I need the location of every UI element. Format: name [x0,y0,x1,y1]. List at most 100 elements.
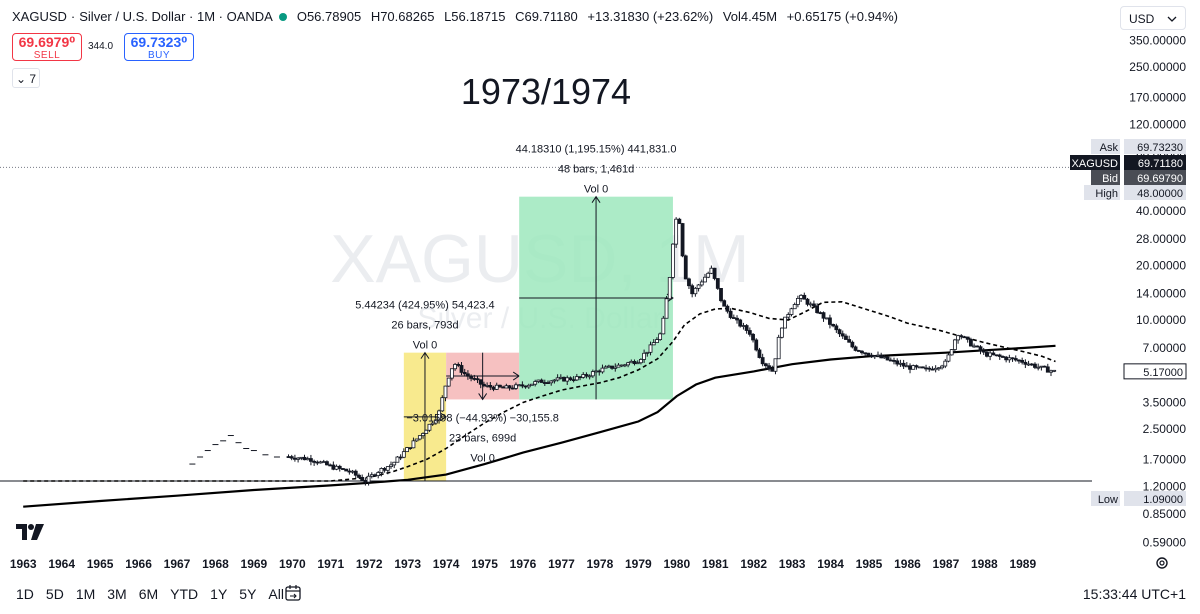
x-tick-label: 1975 [471,557,498,571]
candle [664,296,669,319]
candle-body [539,379,544,383]
buy-button[interactable]: 69.7323⁰ BUY [124,33,194,61]
candle [956,334,960,344]
measure-harrow-yellow [439,412,448,422]
candle-body [433,419,438,424]
y-tick-label: 40.00000 [1136,204,1186,218]
range-6m[interactable]: 6M [138,586,159,602]
candle [440,395,445,412]
candle-body [504,385,509,389]
candle [706,271,711,279]
candle [482,381,486,388]
candle [517,384,522,387]
candle [834,323,839,333]
range-3m[interactable]: 3M [107,586,127,602]
candle-body [1001,356,1005,358]
candle-body [312,460,317,463]
indicator-count: 7 [29,72,37,86]
indicators-collapse-button[interactable]: ⌄ 7 [12,68,40,88]
candle [539,378,544,383]
y-tick-label: 0.85000 [1143,507,1187,521]
candle-body [779,327,784,338]
price-label-low: Low 1.09000 [1091,491,1186,506]
candle-body [760,357,765,365]
candle [847,335,852,343]
candle-body [321,461,326,464]
range-1y[interactable]: 1Y [210,586,228,602]
candle-body [885,356,890,361]
candle-body [341,468,345,470]
candle [770,365,775,372]
candle [1007,354,1012,363]
price-label-high: High 48.00000 [1084,185,1186,200]
x-tick-label: 1967 [164,557,191,571]
price-label-box [1124,139,1186,154]
candle-body [965,336,970,340]
x-tick-label: 1977 [548,557,575,571]
candle-body [296,457,301,460]
ohlc-values: O56.78905 H70.68265 L56.18715 C69.71180 … [297,9,904,24]
candle-body [898,362,903,365]
y-tick-label: 14.00000 [1136,287,1186,301]
gear-icon[interactable] [1155,556,1169,575]
candle-body [741,325,746,327]
sell-button[interactable]: 69.6979⁰ SELL [12,33,82,61]
currency-select[interactable]: USD [1120,6,1186,30]
candle [908,363,912,374]
range-5y[interactable]: 5Y [239,586,257,602]
candle-body [927,367,932,370]
range-5d[interactable]: 5D [45,586,64,602]
candle-body [357,474,361,478]
candle-body [933,367,938,371]
candle-body [482,383,486,387]
candle-body [289,456,294,459]
candle-body [776,336,781,360]
candle-body [972,345,977,348]
candle [562,376,566,382]
candle-body [667,277,672,300]
range-ytd[interactable]: YTD [170,586,199,602]
price-label-name: XAGUSD [1072,158,1119,170]
buy-price: 69.7323⁰ [130,34,188,50]
clock[interactable]: 15:33:44 UTC+1 [1082,586,1186,602]
candle [844,333,848,340]
candle-body [363,479,368,483]
candle [626,361,630,368]
y-tick-label: 10.00000 [1136,313,1186,327]
candle [661,315,666,335]
symbol-name[interactable]: XAGUSD [12,9,67,24]
range-1d[interactable]: 1D [16,586,34,602]
price-label-value: 69.73230 [1137,142,1183,154]
range-1m[interactable]: 1M [75,586,96,602]
candle-body [978,346,983,352]
candle-body [389,464,393,467]
candle-body [1033,363,1037,368]
candle [334,464,339,471]
candle [475,376,480,384]
y-tick-label: 350.00000 [1129,33,1186,47]
price-label-name: Ask [1100,142,1119,154]
candle-body [475,378,480,381]
candle-body [606,365,611,368]
candle-body [824,317,829,320]
candle [687,277,691,290]
candle [860,350,864,355]
candle-body [962,336,967,339]
candle [466,370,470,380]
candle-body [815,305,820,313]
price-chart[interactable]: XAGUSD, 1M Silver / U.S. Dollar 1973/197… [0,0,1200,580]
candle [424,429,429,434]
calendar-icon[interactable] [284,584,302,607]
candle [590,369,595,378]
candle [658,332,663,341]
candle [530,383,534,386]
candle [997,353,1002,360]
candle-body [437,410,441,421]
candle-body [920,366,925,369]
candle [1045,363,1050,373]
candle-body [558,376,563,379]
candle-body [985,351,989,357]
candle-body [334,465,339,470]
range-all[interactable]: All [268,586,284,602]
candle [959,334,964,340]
